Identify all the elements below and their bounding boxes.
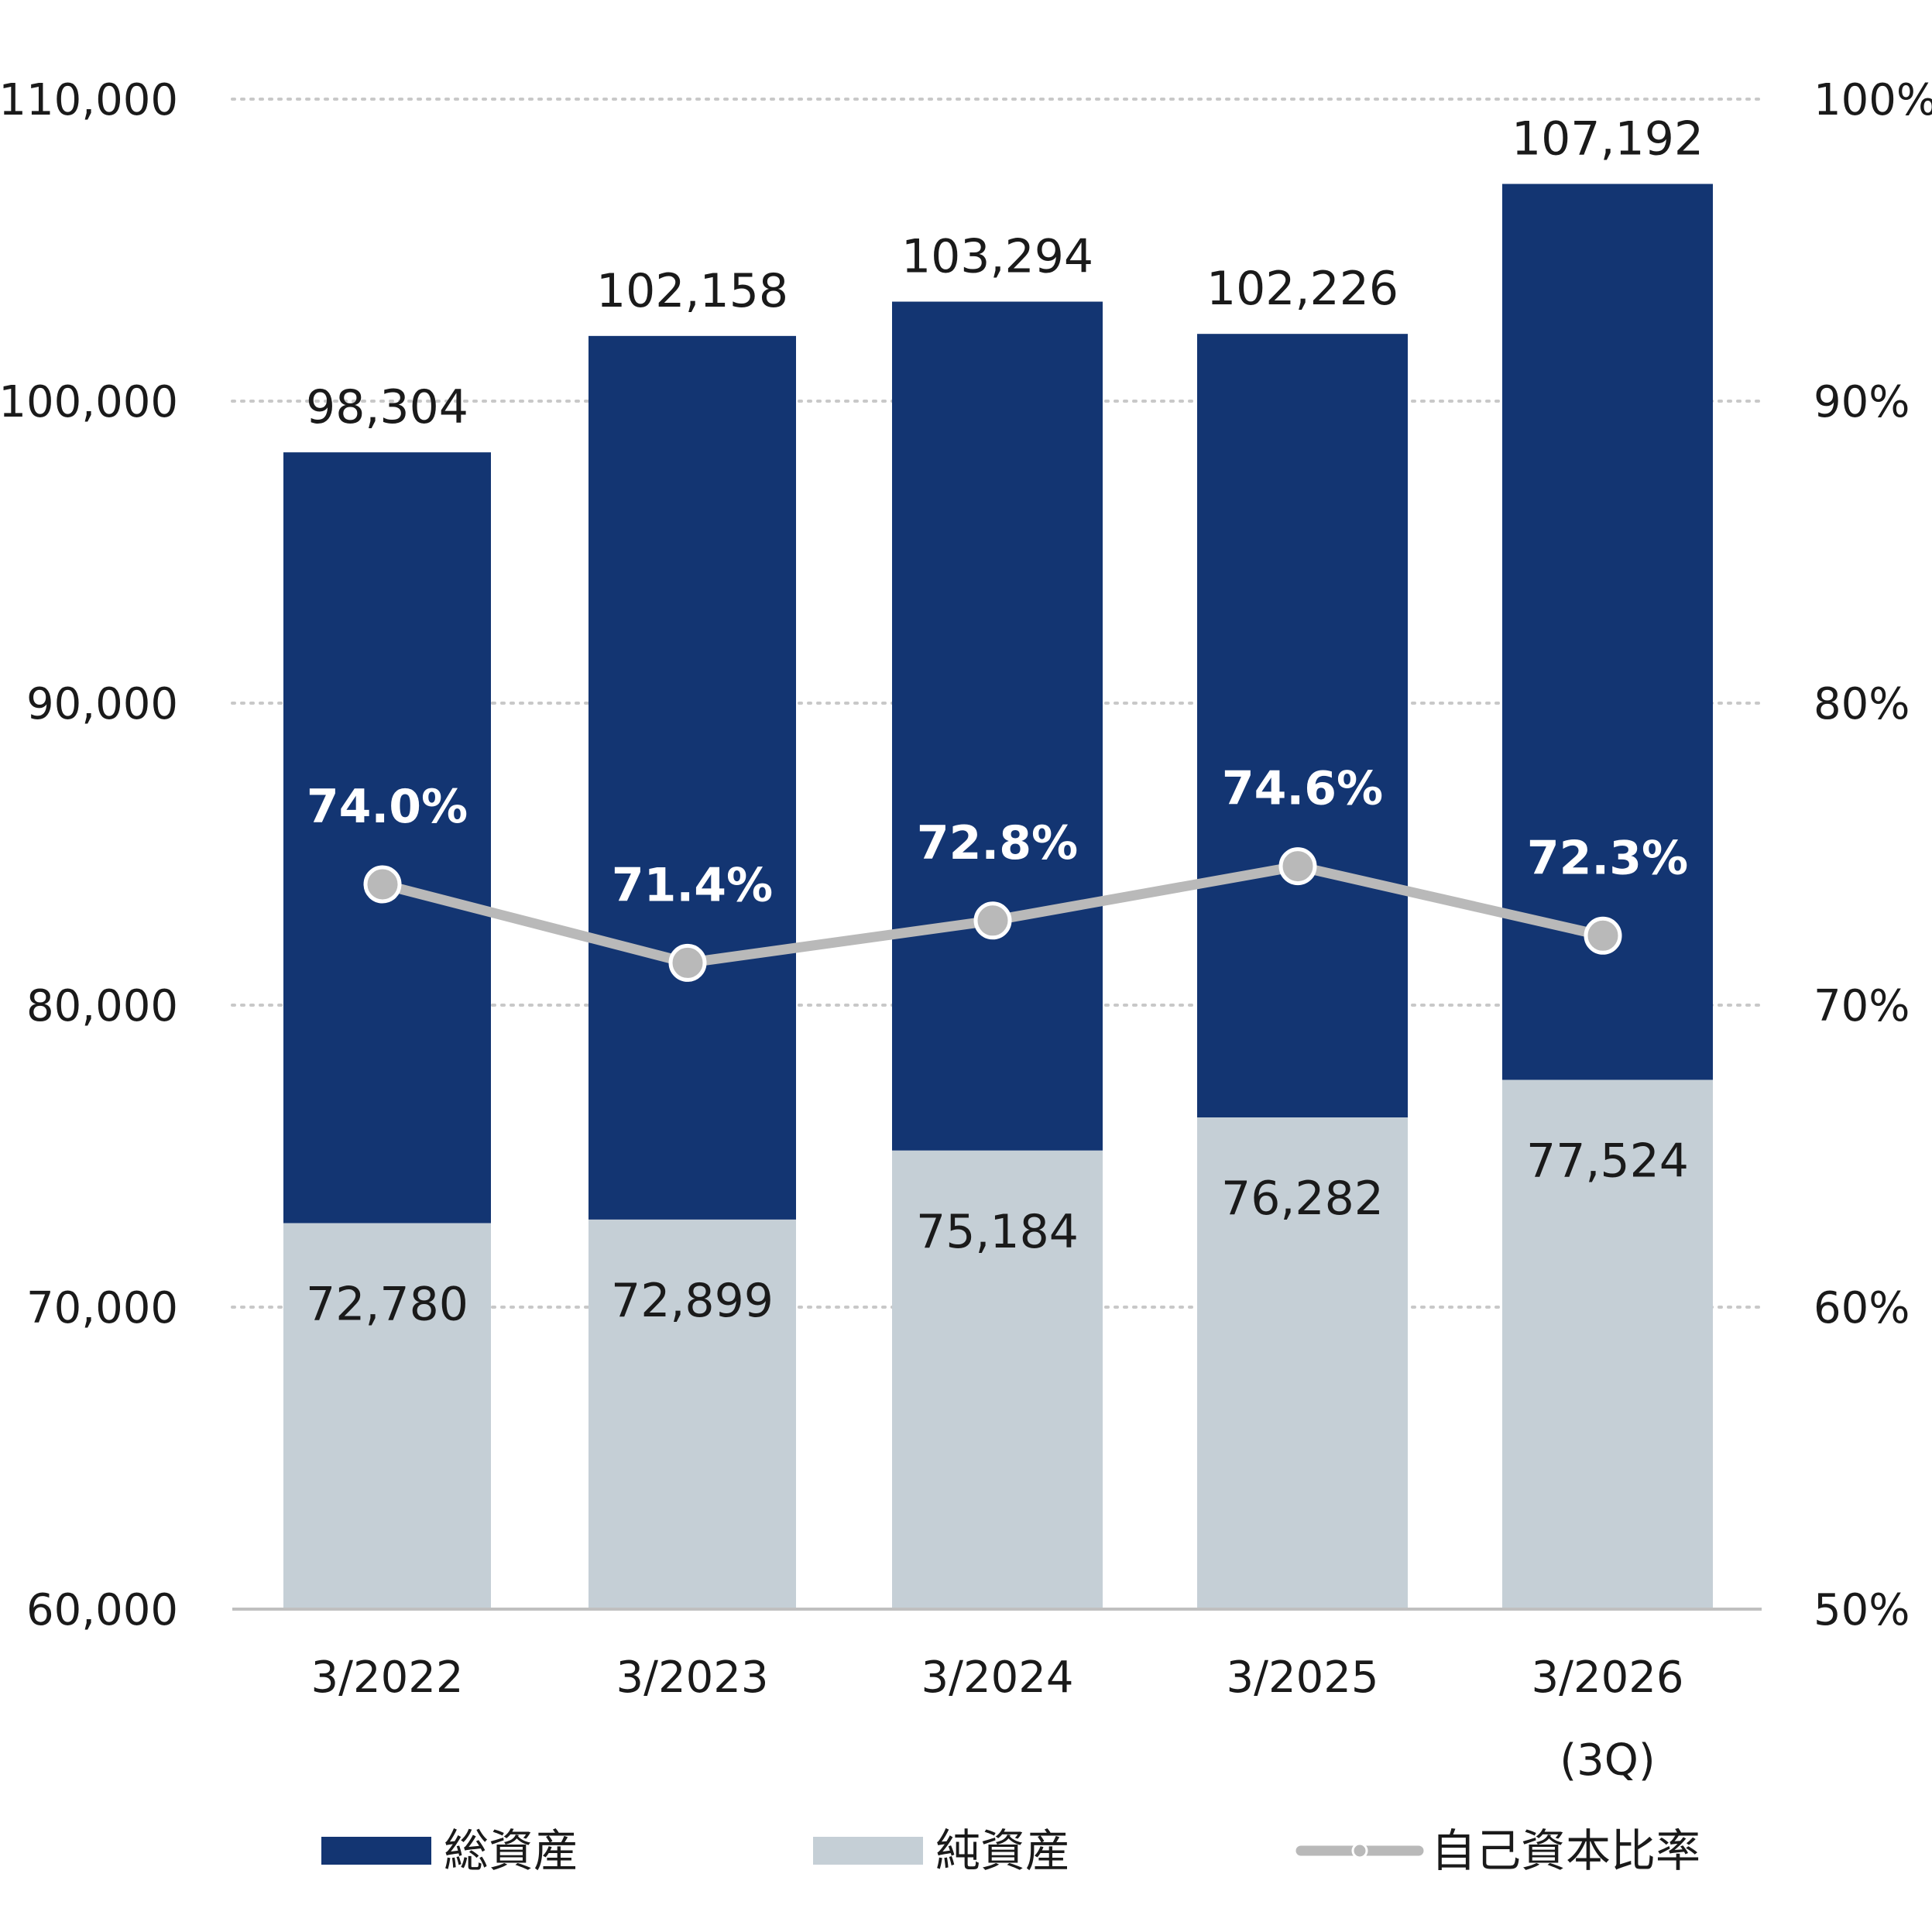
legend-label-net-assets: 純資産 bbox=[935, 1824, 1070, 1877]
bar-total-assets bbox=[892, 301, 1103, 1151]
total-assets-label: 102,158 bbox=[596, 264, 788, 318]
bar-net-assets bbox=[589, 1219, 796, 1609]
equity-ratio-label: 72.8% bbox=[917, 816, 1078, 870]
equity-ratio-label: 71.4% bbox=[612, 858, 773, 912]
y-left-tick-label: 100,000 bbox=[0, 377, 178, 427]
equity-ratio-point bbox=[363, 865, 402, 904]
equity-ratio-point bbox=[668, 943, 707, 982]
equity-ratio-label: 72.3% bbox=[1527, 831, 1688, 885]
x-category-label: 3/2024 bbox=[921, 1652, 1073, 1703]
y-right-tick-label: 70% bbox=[1814, 981, 1910, 1031]
x-category-label: 3/2026 bbox=[1531, 1652, 1683, 1703]
bar-net-assets bbox=[892, 1150, 1103, 1609]
equity-ratio-point bbox=[1584, 916, 1622, 955]
legend-label-total-assets: 総資産 bbox=[444, 1824, 578, 1877]
y-right-tick-label: 60% bbox=[1814, 1283, 1910, 1333]
net-assets-label: 76,282 bbox=[1221, 1172, 1384, 1226]
equity-ratio-point bbox=[1278, 847, 1317, 886]
y-left-tick-label: 60,000 bbox=[26, 1585, 178, 1635]
total-assets-label: 102,226 bbox=[1206, 262, 1398, 316]
x-category-sublabel: (3Q) bbox=[1560, 1735, 1655, 1786]
x-category-label: 3/2025 bbox=[1226, 1652, 1378, 1703]
equity-ratio-label: 74.0% bbox=[307, 780, 468, 834]
legend-swatch-net-assets bbox=[813, 1837, 923, 1865]
y-left-tick-label: 110,000 bbox=[0, 75, 178, 125]
y-right-tick-label: 80% bbox=[1814, 679, 1910, 729]
bar-net-assets bbox=[1502, 1079, 1713, 1609]
net-assets-label: 72,780 bbox=[306, 1278, 468, 1332]
y-right-tick-label: 90% bbox=[1814, 377, 1910, 427]
equity-ratio-point bbox=[973, 901, 1012, 940]
x-category-label: 3/2023 bbox=[616, 1652, 768, 1703]
total-assets-label: 98,304 bbox=[306, 380, 468, 434]
y-left-tick-label: 80,000 bbox=[26, 981, 178, 1031]
y-left-tick-label: 70,000 bbox=[26, 1283, 178, 1333]
y-right-tick-label: 100% bbox=[1814, 75, 1932, 125]
net-assets-label: 75,184 bbox=[916, 1205, 1079, 1259]
net-assets-label: 77,524 bbox=[1526, 1134, 1689, 1189]
y-left-tick-label: 90,000 bbox=[26, 679, 178, 729]
y-right-tick-label: 50% bbox=[1814, 1585, 1910, 1635]
legend-swatch-total-assets bbox=[321, 1837, 431, 1865]
total-assets-label: 107,192 bbox=[1512, 112, 1704, 166]
x-category-label: 3/2022 bbox=[311, 1652, 463, 1703]
bar-total-assets bbox=[589, 335, 796, 1220]
total-assets-label: 103,294 bbox=[901, 230, 1093, 284]
bar-net-assets bbox=[283, 1223, 491, 1609]
bar-total-assets bbox=[283, 452, 491, 1223]
equity-ratio-label: 74.6% bbox=[1222, 762, 1383, 816]
net-assets-label: 72,899 bbox=[611, 1274, 774, 1328]
legend-label-equity-ratio: 自己資本比率 bbox=[1431, 1824, 1700, 1877]
bar-total-assets bbox=[1197, 334, 1408, 1118]
legend-marker-equity-ratio bbox=[1351, 1842, 1368, 1859]
bar-net-assets bbox=[1197, 1117, 1408, 1609]
